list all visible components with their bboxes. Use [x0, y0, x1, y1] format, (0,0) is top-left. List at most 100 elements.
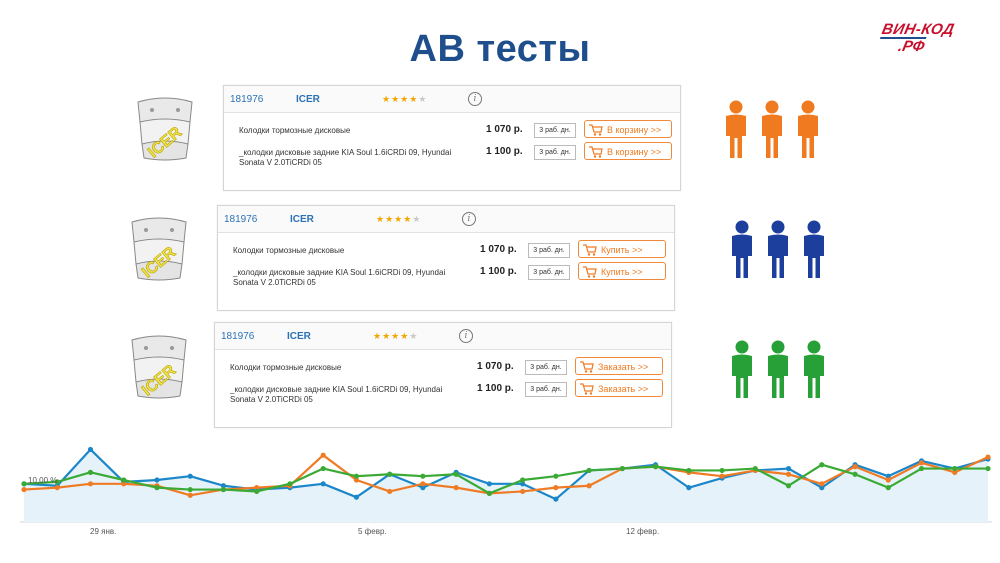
offer-description: _колодки дисковые задние KIA Soul 1.6iCR… [233, 268, 446, 287]
data-point[interactable] [220, 483, 227, 489]
data-point[interactable] [220, 486, 227, 493]
star-icon: ★ [409, 331, 419, 341]
offer-price: 1 100 р. [477, 383, 514, 394]
add-to-cart-button[interactable]: В корзину >> [584, 120, 672, 138]
cart-icon [580, 383, 594, 395]
data-point[interactable] [320, 481, 326, 487]
data-point[interactable] [952, 465, 958, 472]
data-point[interactable] [187, 486, 193, 493]
data-point[interactable] [686, 485, 692, 491]
data-point[interactable] [619, 465, 625, 472]
data-point[interactable] [121, 481, 127, 487]
data-point[interactable] [54, 485, 60, 491]
data-point[interactable] [486, 481, 492, 487]
data-point[interactable] [852, 471, 858, 477]
add-to-cart-button[interactable]: Купить >> [578, 240, 666, 258]
cart-icon [583, 266, 597, 278]
data-point[interactable] [885, 473, 891, 479]
data-point[interactable] [287, 481, 293, 487]
offer-description: Колодки тормозные дисковые [239, 126, 351, 135]
data-point[interactable] [785, 465, 792, 472]
data-point[interactable] [254, 488, 260, 495]
data-point[interactable] [918, 465, 925, 472]
data-point[interactable] [918, 460, 925, 466]
cart-icon [580, 361, 594, 373]
rating-stars: ★★★★★ [376, 214, 421, 225]
data-point[interactable] [187, 492, 193, 498]
data-point[interactable] [985, 465, 991, 472]
data-point[interactable] [87, 481, 94, 487]
data-point[interactable] [719, 473, 725, 479]
data-point[interactable] [254, 485, 260, 491]
info-icon[interactable]: i [459, 329, 473, 343]
data-point[interactable] [885, 477, 891, 483]
data-point[interactable] [952, 469, 958, 475]
add-to-cart-button[interactable]: Купить >> [578, 262, 666, 280]
data-point[interactable] [420, 485, 426, 491]
data-point[interactable] [785, 471, 792, 477]
data-point[interactable] [752, 465, 758, 472]
data-point[interactable] [353, 494, 360, 500]
data-point[interactable] [819, 481, 825, 487]
data-point[interactable] [387, 471, 393, 477]
data-point[interactable] [852, 464, 858, 470]
data-point[interactable] [154, 477, 160, 483]
card-header: 181976 ICER ★★★★★ i [218, 206, 674, 233]
data-point[interactable] [985, 454, 991, 460]
data-point[interactable] [819, 485, 825, 491]
data-point[interactable] [686, 467, 692, 474]
data-point[interactable] [586, 483, 592, 489]
data-point[interactable] [719, 467, 725, 474]
data-point[interactable] [486, 490, 492, 496]
data-point[interactable] [121, 477, 127, 483]
product-id-link[interactable]: 181976 [224, 214, 258, 225]
data-point[interactable] [54, 479, 60, 485]
add-to-cart-button[interactable]: В корзину >> [584, 142, 672, 160]
data-point[interactable] [187, 473, 193, 479]
data-point[interactable] [387, 488, 393, 495]
delivery-time: 3 раб. дн. [534, 123, 576, 138]
delivery-time: 3 раб. дн. [534, 145, 576, 160]
info-icon[interactable]: i [468, 92, 482, 106]
person-icons [726, 100, 818, 158]
star-icon: ★ [409, 94, 419, 104]
add-to-cart-button[interactable]: Заказать >> [575, 379, 663, 397]
data-point[interactable] [819, 462, 825, 468]
data-point[interactable] [520, 488, 526, 495]
product-id-link[interactable]: 181976 [230, 94, 264, 105]
data-point[interactable] [353, 473, 360, 479]
data-point[interactable] [586, 467, 592, 474]
offer-price: 1 070 р. [486, 124, 523, 135]
data-point[interactable] [353, 477, 360, 483]
data-point[interactable] [21, 486, 27, 493]
data-point[interactable] [520, 481, 526, 487]
data-point[interactable] [652, 464, 659, 470]
data-point[interactable] [154, 485, 160, 491]
data-point[interactable] [453, 485, 459, 491]
data-point[interactable] [785, 483, 792, 489]
star-icon: ★ [373, 331, 383, 341]
data-point[interactable] [21, 481, 27, 487]
button-label: Купить >> [601, 267, 643, 277]
data-point[interactable] [420, 473, 426, 479]
brand-link[interactable]: ICER [287, 331, 311, 342]
product-id-link[interactable]: 181976 [221, 331, 255, 342]
data-point[interactable] [520, 477, 526, 483]
info-icon[interactable]: i [462, 212, 476, 226]
data-point[interactable] [87, 469, 94, 475]
data-point[interactable] [885, 485, 891, 491]
offer-description: _колодки дисковые задние KIA Soul 1.6iCR… [230, 385, 443, 404]
data-point[interactable] [320, 452, 326, 458]
brand-link[interactable]: ICER [296, 94, 320, 105]
data-point[interactable] [453, 471, 459, 477]
data-point[interactable] [553, 496, 559, 502]
data-point[interactable] [553, 473, 559, 479]
data-point[interactable] [553, 485, 559, 491]
brand-link[interactable]: ICER [290, 214, 314, 225]
data-point[interactable] [87, 446, 94, 453]
data-point[interactable] [320, 465, 326, 472]
star-icon: ★ [394, 214, 404, 224]
add-to-cart-button[interactable]: Заказать >> [575, 357, 663, 375]
data-point[interactable] [420, 481, 426, 487]
button-label: В корзину >> [607, 147, 662, 157]
